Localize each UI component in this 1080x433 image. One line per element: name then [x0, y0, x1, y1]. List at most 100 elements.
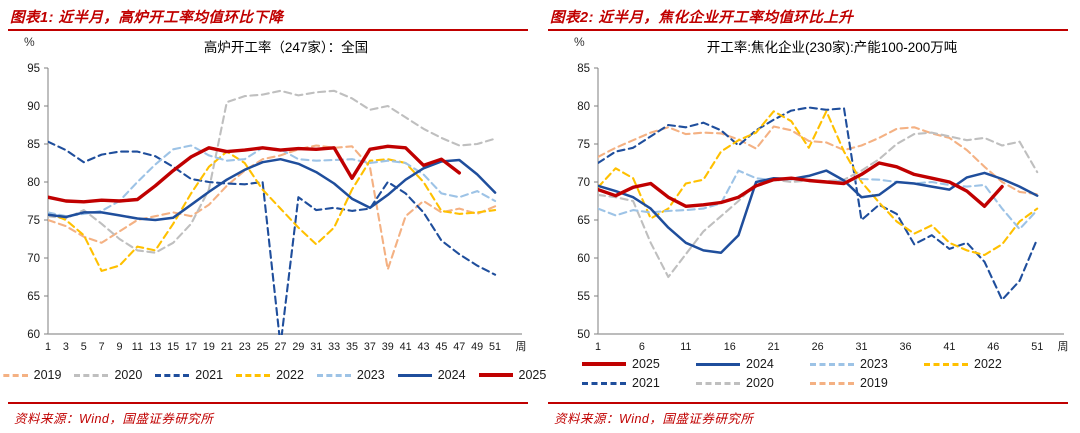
series-line-2020 [598, 131, 1039, 279]
legend-item-2019: 2019 [0, 368, 61, 382]
legend-swatch-2021 [582, 381, 626, 385]
y-tick-label: 50 [577, 329, 590, 341]
legend-item-2020: 2020 [696, 376, 810, 390]
x-tick-label: 33 [328, 341, 340, 353]
legend-swatch-2024 [696, 362, 740, 366]
legend-swatch-2025 [582, 362, 626, 366]
legend-item-2020: 2020 [74, 368, 142, 382]
x-tick-label: 1 [595, 341, 601, 353]
series-line-2020 [48, 89, 497, 254]
legend-swatch-2019 [0, 373, 28, 377]
legend-label-2020: 2020 [114, 368, 143, 382]
series-line-2021 [598, 106, 1039, 301]
x-tick-label: 29 [292, 341, 304, 353]
legend-item-2024: 2024 [397, 368, 466, 382]
figure-2-top-rule [548, 29, 1068, 31]
legend-label-2019: 2019 [33, 368, 62, 382]
legend-label-2021: 2021 [195, 368, 224, 382]
series-line-2022 [598, 110, 1039, 257]
figure-1-legend: 2019 2020 2021 2022 2023 2024 2025 [0, 368, 546, 382]
legend-swatch-2019 [810, 381, 854, 385]
y-tick-label: 70 [577, 177, 590, 189]
x-tick-label: 16 [724, 341, 736, 353]
x-tick-label: 13 [149, 341, 161, 353]
x-axis-unit-label: 周 [516, 340, 527, 353]
y-tick-label: 85 [27, 139, 40, 151]
y-axis-unit-label: % [24, 35, 35, 49]
figure-1-top-rule [8, 29, 528, 31]
x-tick-label: 27 [274, 341, 286, 353]
legend-swatch-2021 [155, 373, 190, 377]
series-line-2019 [598, 125, 1039, 196]
legend-item-2022: 2022 [236, 368, 304, 382]
series-line-2023 [48, 144, 497, 218]
legend-label-2024: 2024 [746, 357, 774, 371]
x-tick-label: 7 [99, 341, 105, 353]
legend-item-2023: 2023 [316, 368, 385, 382]
figure-2-bottom-rule [548, 402, 1068, 404]
figure-panel-2: 图表2: 近半月，焦化企业开工率均值环比上升 开工率:焦化企业(230家):产能… [540, 0, 1080, 433]
x-tick-label: 11 [680, 341, 691, 353]
series-line-2024 [598, 169, 1039, 254]
legend-label-2024: 2024 [437, 368, 466, 382]
y-tick-label: 55 [577, 291, 590, 303]
y-tick-label: 80 [27, 177, 40, 189]
x-tick-label: 6 [639, 341, 645, 353]
legend-label-2023: 2023 [356, 368, 385, 382]
figure-2-title: 图表2: 近半月，焦化企业开工率均值环比上升 [550, 10, 854, 26]
y-tick-label: 75 [27, 215, 40, 227]
legend-item-2022: 2022 [924, 357, 1038, 371]
y-axis-unit-label: % [574, 35, 585, 49]
x-tick-label: 51 [489, 341, 501, 353]
legend-label-2025: 2025 [632, 357, 660, 371]
legend-label-2021: 2021 [632, 376, 660, 390]
legend-label-2022: 2022 [974, 357, 1002, 371]
x-tick-label: 39 [382, 341, 394, 353]
x-tick-label: 9 [117, 341, 123, 353]
legend-label-2025: 2025 [518, 368, 547, 382]
x-tick-label: 5 [81, 341, 87, 353]
x-tick-label: 35 [346, 341, 358, 353]
x-tick-label: 11 [132, 341, 143, 353]
legend-swatch-2020 [74, 373, 109, 377]
x-tick-label: 17 [185, 341, 197, 353]
figure-2-legend: 2025 2024 2023 2022 2021 2020 2019 [548, 357, 1072, 390]
y-tick-label: 95 [27, 63, 40, 75]
legend-item-2021: 2021 [582, 376, 696, 390]
y-tick-label: 60 [27, 329, 40, 341]
legend-item-2025: 2025 [478, 368, 547, 382]
y-tick-label: 90 [27, 101, 40, 113]
legend-label-2020: 2020 [746, 376, 774, 390]
legend-label-2019: 2019 [860, 376, 888, 390]
y-tick-label: 65 [577, 215, 590, 227]
y-tick-label: 65 [27, 291, 40, 303]
series-line-2023 [598, 169, 1039, 231]
y-tick-label: 85 [577, 63, 590, 75]
series-line-2025 [598, 161, 1004, 208]
legend-label-2023: 2023 [860, 357, 888, 371]
x-tick-label: 3 [63, 341, 69, 353]
series-line-2022 [48, 150, 497, 272]
chart-title: 开工率:焦化企业(230家):产能100-200万吨 [707, 39, 958, 55]
figure-1-title: 图表1: 近半月，高炉开工率均值环比下降 [10, 10, 284, 26]
series-line-2024 [48, 157, 497, 222]
legend-item-2025: 2025 [582, 357, 696, 371]
x-tick-label: 23 [239, 341, 251, 353]
x-tick-label: 25 [257, 341, 269, 353]
x-tick-label: 47 [453, 341, 465, 353]
x-tick-label: 1 [45, 341, 51, 353]
x-tick-label: 41 [400, 341, 412, 353]
x-tick-label: 26 [812, 341, 824, 353]
series-line-2021 [48, 140, 497, 335]
x-tick-label: 21 [221, 341, 233, 353]
legend-swatch-2022 [236, 373, 271, 377]
y-tick-label: 60 [577, 253, 590, 265]
x-tick-label: 31 [310, 341, 322, 353]
chart-title: 高炉开工率（247家）：全国 [204, 39, 368, 55]
series-group [48, 89, 497, 335]
legend-label-2022: 2022 [276, 368, 304, 382]
x-tick-label: 49 [471, 341, 483, 353]
figure-panel-1: 图表1: 近半月，高炉开工率均值环比下降 高炉开工率（247家）：全国% 60 65… [0, 10, 546, 426]
y-tick-label: 70 [27, 253, 40, 265]
y-tick-label: 75 [577, 139, 590, 151]
